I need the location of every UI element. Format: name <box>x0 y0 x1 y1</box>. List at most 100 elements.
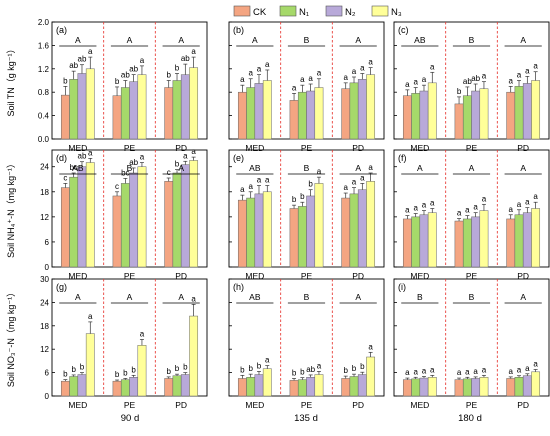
significance-letter: a <box>191 47 196 56</box>
bar <box>112 380 122 397</box>
bar <box>479 210 489 268</box>
significance-letter: a <box>508 367 513 376</box>
panel-label: (c) <box>398 25 409 35</box>
significance-letter: a <box>422 75 427 84</box>
significance-letter: a <box>368 163 373 172</box>
significance-letter: a <box>533 62 538 71</box>
bar <box>411 216 421 268</box>
bar <box>129 81 139 140</box>
significance-letter: c <box>115 182 119 191</box>
significance-letter: ab <box>463 77 472 86</box>
significance-letter: bc <box>69 163 77 172</box>
panel-label: (d) <box>56 153 67 163</box>
significance-letter: a <box>292 83 297 92</box>
y-tick-label: 18 <box>40 188 49 197</box>
significance-letter: a <box>482 365 487 374</box>
panel-label: (i) <box>398 282 406 292</box>
group-letter: B <box>469 292 475 302</box>
significance-letter: b <box>123 368 128 377</box>
significance-letter: a <box>457 209 462 218</box>
y-tick-label: 0.0 <box>38 135 50 144</box>
significance-letter: a <box>88 47 93 56</box>
significance-letter: a <box>140 329 145 338</box>
legend-item-1: N₁ <box>279 5 309 18</box>
bar <box>77 374 87 397</box>
significance-letter: ab <box>306 365 315 374</box>
x-tick-label: MED <box>410 143 429 153</box>
bar <box>349 376 359 397</box>
bar <box>60 380 70 397</box>
bar <box>180 164 190 268</box>
x-tick-label: MED <box>245 143 264 153</box>
bar <box>471 216 481 268</box>
y-tick-label: 12 <box>40 345 49 354</box>
significance-letter: a <box>457 368 462 377</box>
bar <box>164 87 174 140</box>
bar <box>129 172 139 268</box>
significance-letter: a <box>430 365 435 374</box>
bar <box>427 82 437 140</box>
x-tick-label: PE <box>124 271 136 281</box>
significance-letter: a <box>525 364 530 373</box>
significance-letter: a <box>533 192 538 201</box>
bar <box>357 79 367 140</box>
bar <box>522 212 532 268</box>
x-tick-label: PE <box>466 271 478 281</box>
group-letter: A <box>178 163 184 173</box>
bar <box>366 356 376 397</box>
bar <box>85 162 95 268</box>
x-tick-label: PD <box>352 400 364 410</box>
significance-letter: a <box>465 206 470 215</box>
y-tick-label: 24 <box>40 163 49 172</box>
group-letter: B <box>469 35 475 45</box>
significance-letter: a <box>265 176 270 185</box>
group-letter: A <box>178 35 184 45</box>
y-tick-label: 30 <box>40 275 49 284</box>
significance-letter: a <box>183 151 188 160</box>
significance-letter: a <box>422 201 427 210</box>
significance-letter: a <box>88 312 93 321</box>
bar <box>366 181 376 268</box>
group-letter: B <box>417 292 423 302</box>
bar <box>306 90 316 140</box>
y-tick-label: 0.8 <box>38 88 50 97</box>
bar <box>69 176 79 268</box>
bar <box>112 195 122 268</box>
significance-letter: b <box>131 365 136 374</box>
significance-letter: b <box>457 87 462 96</box>
significance-letter: b <box>183 363 188 372</box>
bar <box>246 197 256 268</box>
significance-letter: c <box>63 173 67 182</box>
significance-letter: a <box>140 56 145 65</box>
group-letter: AB <box>72 163 84 173</box>
bar <box>137 74 147 140</box>
significance-letter: a <box>413 367 418 376</box>
bar <box>341 197 351 268</box>
significance-letter: a <box>405 80 410 89</box>
bar <box>462 218 472 268</box>
legend-swatch <box>233 5 251 17</box>
significance-letter: a <box>422 367 427 376</box>
significance-letter: ab <box>78 152 87 161</box>
bar <box>306 195 316 268</box>
group-letter: A <box>75 292 81 302</box>
group-letter: A <box>127 35 133 45</box>
y-tick-label: 6 <box>45 238 50 247</box>
bar <box>189 315 199 397</box>
y-tick-label: 0 <box>45 263 50 272</box>
bar <box>180 374 190 397</box>
bar <box>419 377 429 397</box>
x-tick-label: MED <box>245 400 264 410</box>
group-letter: AB <box>249 292 261 302</box>
bar <box>262 80 272 140</box>
bar <box>514 214 524 268</box>
x-tick-label: PD <box>352 143 364 153</box>
significance-letter: a <box>317 69 322 78</box>
column-label: 90 d <box>121 413 140 424</box>
bar <box>402 95 412 140</box>
significance-letter: a <box>517 366 522 375</box>
significance-letter: a <box>360 173 365 182</box>
bar <box>254 83 264 140</box>
significance-letter: b <box>292 195 297 204</box>
